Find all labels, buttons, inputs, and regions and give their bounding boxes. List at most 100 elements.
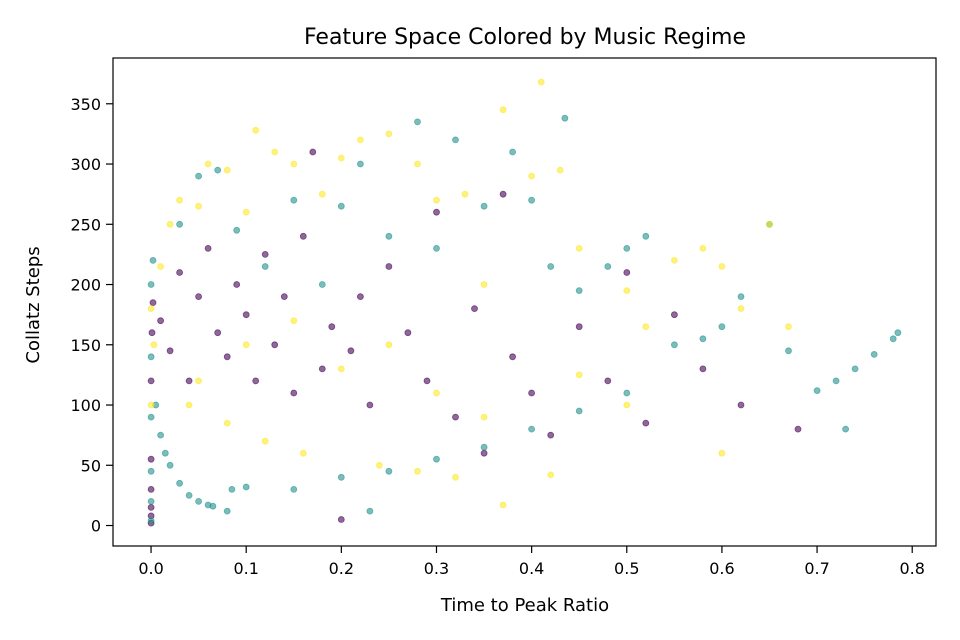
- scatter-point: [509, 148, 516, 156]
- scatter-point: [575, 323, 583, 331]
- scatter-point: [149, 256, 157, 264]
- scatter-point: [366, 401, 374, 409]
- scatter-point: [480, 202, 488, 210]
- x-tick-label: 0.5: [614, 559, 639, 578]
- scatter-point: [195, 202, 203, 210]
- scatter-point: [147, 503, 155, 511]
- scatter-point: [290, 389, 298, 397]
- scatter-point: [147, 281, 155, 288]
- x-tick-label: 0.0: [138, 559, 163, 578]
- scatter-point: [528, 425, 535, 433]
- scatter-point: [261, 437, 269, 445]
- scatter-point: [271, 148, 279, 156]
- scatter-point: [528, 389, 535, 397]
- scatter-point: [870, 350, 878, 358]
- y-tick-label: 200: [70, 276, 101, 295]
- scatter-point: [299, 449, 307, 457]
- scatter-point: [575, 371, 583, 379]
- scatter-point: [499, 106, 507, 114]
- scatter-point: [423, 377, 431, 385]
- scatter-point: [671, 341, 678, 349]
- scatter-point: [699, 365, 707, 373]
- y-tick-label: 350: [70, 95, 101, 114]
- scatter-point: [480, 281, 488, 288]
- scatter-point: [385, 130, 393, 138]
- scatter-point: [433, 196, 440, 204]
- x-tick-label: 0.6: [709, 559, 734, 578]
- scatter-point: [718, 323, 726, 331]
- scatter-point: [328, 323, 336, 331]
- scatter-point: [851, 365, 859, 373]
- scatter-point: [461, 190, 469, 198]
- scatter-point: [642, 323, 650, 331]
- scatter-point: [318, 190, 326, 198]
- scatter-point: [718, 263, 726, 270]
- scatter-point: [337, 202, 345, 210]
- scatter-point: [195, 172, 203, 180]
- scatter-point: [337, 154, 345, 162]
- scatter-point: [414, 160, 421, 168]
- x-axis-label: Time to Peak Ratio: [440, 595, 609, 616]
- scatter-point: [604, 377, 612, 385]
- scatter-point: [480, 449, 488, 457]
- scatter-point: [785, 323, 792, 331]
- scatter-point: [404, 329, 412, 337]
- scatter-point: [375, 461, 383, 469]
- scatter-point: [280, 293, 288, 301]
- scatter-point: [547, 263, 555, 270]
- scatter-point: [537, 78, 545, 86]
- scatter-point: [149, 299, 157, 307]
- scatter-point: [347, 347, 355, 355]
- scatter-point: [813, 387, 821, 395]
- scatter-point: [337, 473, 345, 481]
- scatter-point: [366, 507, 374, 515]
- scatter-point: [233, 281, 241, 288]
- scatter-point: [176, 196, 184, 204]
- scatter-point: [889, 335, 897, 343]
- scatter-point: [150, 341, 158, 349]
- scatter-point: [480, 413, 488, 421]
- scatter-point: [499, 190, 507, 198]
- scatter-point: [452, 136, 459, 144]
- scatter-point: [195, 377, 203, 385]
- scatter-point: [176, 479, 184, 487]
- scatter-point: [414, 118, 421, 126]
- scatter-point: [223, 353, 231, 361]
- scatter-point: [228, 485, 236, 493]
- scatter-point: [223, 507, 231, 515]
- scatter-point: [185, 377, 193, 385]
- scatter-point: [433, 244, 440, 252]
- scatter-point: [318, 281, 326, 288]
- scatter-point: [385, 341, 393, 349]
- scatter-point: [290, 160, 298, 168]
- scatter-point: [157, 317, 165, 325]
- y-axis-label: Collatz Steps: [23, 246, 44, 363]
- scatter-point: [547, 471, 555, 479]
- scatter-point: [671, 311, 678, 319]
- scatter-point: [718, 449, 726, 457]
- scatter-point: [433, 389, 440, 397]
- scatter-point: [290, 485, 298, 493]
- scatter-point: [223, 166, 231, 174]
- scatter-point: [157, 431, 165, 439]
- scatter-point: [356, 136, 364, 144]
- scatter-point: [176, 269, 184, 276]
- scatter-point: [261, 263, 269, 270]
- x-tick-label: 0.1: [233, 559, 258, 578]
- scatter-point: [556, 166, 564, 174]
- scatter-point: [337, 516, 345, 523]
- scatter-point: [147, 377, 155, 385]
- chart-title: Feature Space Colored by Music Regime: [304, 25, 746, 50]
- scatter-point: [737, 401, 745, 409]
- scatter-point: [509, 353, 516, 361]
- scatter-point: [471, 305, 478, 313]
- y-tick-label: 100: [70, 396, 101, 415]
- scatter-point: [356, 293, 364, 301]
- scatter-point: [561, 114, 569, 122]
- scatter-point: [204, 244, 212, 252]
- scatter-point: [148, 329, 156, 337]
- scatter-point: [242, 208, 250, 216]
- scatter-point: [166, 347, 174, 355]
- scatter-point: [233, 226, 241, 234]
